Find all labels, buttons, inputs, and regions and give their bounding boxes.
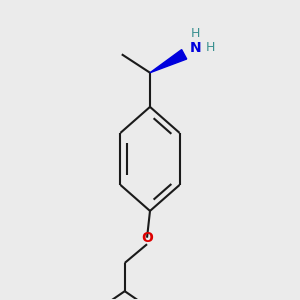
Polygon shape [150,50,187,73]
Text: H: H [206,41,216,54]
Text: O: O [141,231,153,245]
Text: H: H [191,27,200,40]
Text: N: N [190,41,201,55]
